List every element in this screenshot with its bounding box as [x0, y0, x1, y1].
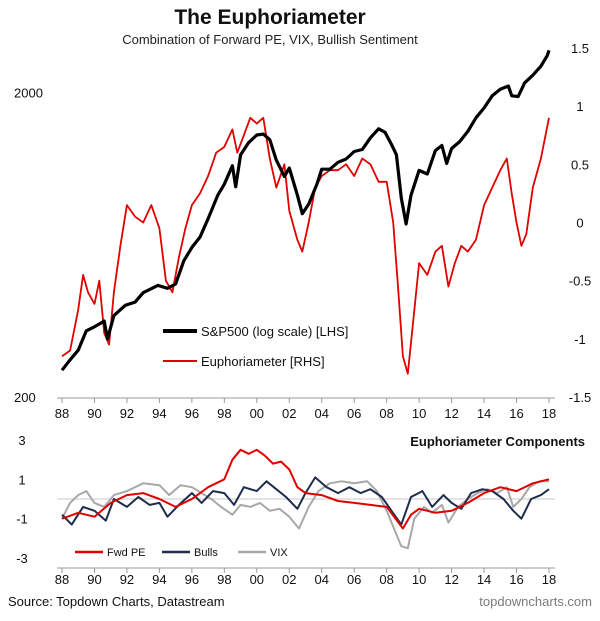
bottom-y-tick-label: -1: [16, 512, 28, 527]
bottom-y-tick-label: 3: [18, 433, 25, 448]
series-line-sp500: [60, 49, 551, 372]
top-x-tick-label: 90: [87, 406, 101, 421]
bottom-y-ticks: 3 1 -1 -3: [16, 433, 28, 566]
top-x-tick-label: 18: [542, 406, 556, 421]
legend-label-fwd-pe: Fwd PE: [107, 547, 146, 559]
legend-label-vix: VIX: [270, 547, 288, 559]
bottom-x-tick-label: 06: [347, 572, 361, 587]
legend-label-euphoriameter: Euphoriameter [RHS]: [201, 354, 325, 369]
top-right-y-tick-label: 1: [576, 99, 583, 114]
top-x-tick-label: 98: [217, 406, 231, 421]
top-x-tick-label: 94: [152, 406, 166, 421]
top-right-y-tick-label: 1.5: [571, 41, 589, 56]
bottom-x-tick-label: 00: [250, 572, 264, 587]
top-x-tick-label: 88: [55, 406, 69, 421]
bottom-x-tick-label: 16: [509, 572, 523, 587]
bottom-x-tick-label: 90: [87, 572, 101, 587]
chart-subtitle: Combination of Forward PE, VIX, Bullish …: [122, 32, 418, 47]
series-line-bulls: [61, 476, 550, 526]
bottom-x-tick-label: 08: [379, 572, 393, 587]
top-x-tick-label: 06: [347, 406, 361, 421]
top-x-tick-label: 02: [282, 406, 296, 421]
top-x-tick-label: 10: [412, 406, 426, 421]
top-left-y-tick-label: 200: [14, 390, 36, 405]
top-x-tick-label: 16: [509, 406, 523, 421]
top-left-y-ticks: 2000 200: [14, 85, 43, 405]
bottom-x-tick-label: 94: [152, 572, 166, 587]
components-title: Euphoriameter Components: [410, 434, 585, 449]
bottom-y-tick-label: 1: [18, 472, 25, 487]
top-right-y-tick-label: -0.5: [569, 274, 591, 289]
bottom-x-tick-label: 12: [444, 572, 458, 587]
legend-label-bulls: Bulls: [194, 547, 218, 559]
series-line-vix: [61, 480, 549, 550]
series-line-fwd-pe: [61, 448, 550, 530]
top-x-tick-label: 96: [185, 406, 199, 421]
bottom-x-ticks: 88 90 92 94 96 98 00 02 04 06 08 10 12 14 16 18: [55, 568, 556, 587]
bottom-x-tick-label: 88: [55, 572, 69, 587]
bottom-x-tick-label: 92: [120, 572, 134, 587]
top-x-tick-label: 92: [120, 406, 134, 421]
top-x-tick-label: 14: [477, 406, 491, 421]
bottom-legend: Fwd PE Bulls VIX: [75, 547, 288, 559]
watermark: topdowncharts.com: [479, 594, 592, 609]
top-right-y-ticks: 1.5 1 0.5 0 -0.5 -1 -1.5: [569, 41, 591, 405]
chart-title: The Euphoriameter: [174, 6, 365, 29]
bottom-x-tick-label: 02: [282, 572, 296, 587]
top-right-y-tick-label: -1.5: [569, 390, 591, 405]
bottom-x-tick-label: 96: [185, 572, 199, 587]
bottom-x-tick-label: 10: [412, 572, 426, 587]
bottom-x-tick-label: 14: [477, 572, 491, 587]
top-x-tick-label: 00: [250, 406, 264, 421]
bottom-x-tick-label: 18: [542, 572, 556, 587]
top-left-y-tick-label: 2000: [14, 85, 43, 100]
top-right-y-tick-label: 0: [576, 216, 583, 231]
top-x-tick-label: 04: [314, 406, 328, 421]
bottom-series-group: [61, 448, 550, 550]
top-series-group: [60, 49, 551, 375]
bottom-y-tick-label: -3: [16, 551, 28, 566]
top-legend: S&P500 (log scale) [LHS] Euphoriameter […: [163, 324, 348, 369]
bottom-x-tick-label: 04: [314, 572, 328, 587]
bottom-panel: Euphoriameter Components 88 90 92 94 96 98 00 0…: [16, 433, 585, 587]
legend-label-sp500: S&P500 (log scale) [LHS]: [201, 324, 348, 339]
series-line-euphoriameter: [61, 116, 550, 375]
top-panel: 88 90 92 94 96 98 00 02 04 06 08 10 12 14 16 18 2000200…: [14, 41, 591, 421]
top-right-y-tick-label: 0.5: [571, 157, 589, 172]
top-x-tick-label: 12: [444, 406, 458, 421]
top-right-y-tick-label: -1: [574, 332, 586, 347]
bottom-x-tick-label: 98: [217, 572, 231, 587]
source-note: Source: Topdown Charts, Datastream: [8, 594, 225, 609]
top-x-tick-label: 08: [379, 406, 393, 421]
top-x-ticks: 88 90 92 94 96 98 00 02 04 06 08 10 12 14 16 18: [55, 398, 556, 421]
